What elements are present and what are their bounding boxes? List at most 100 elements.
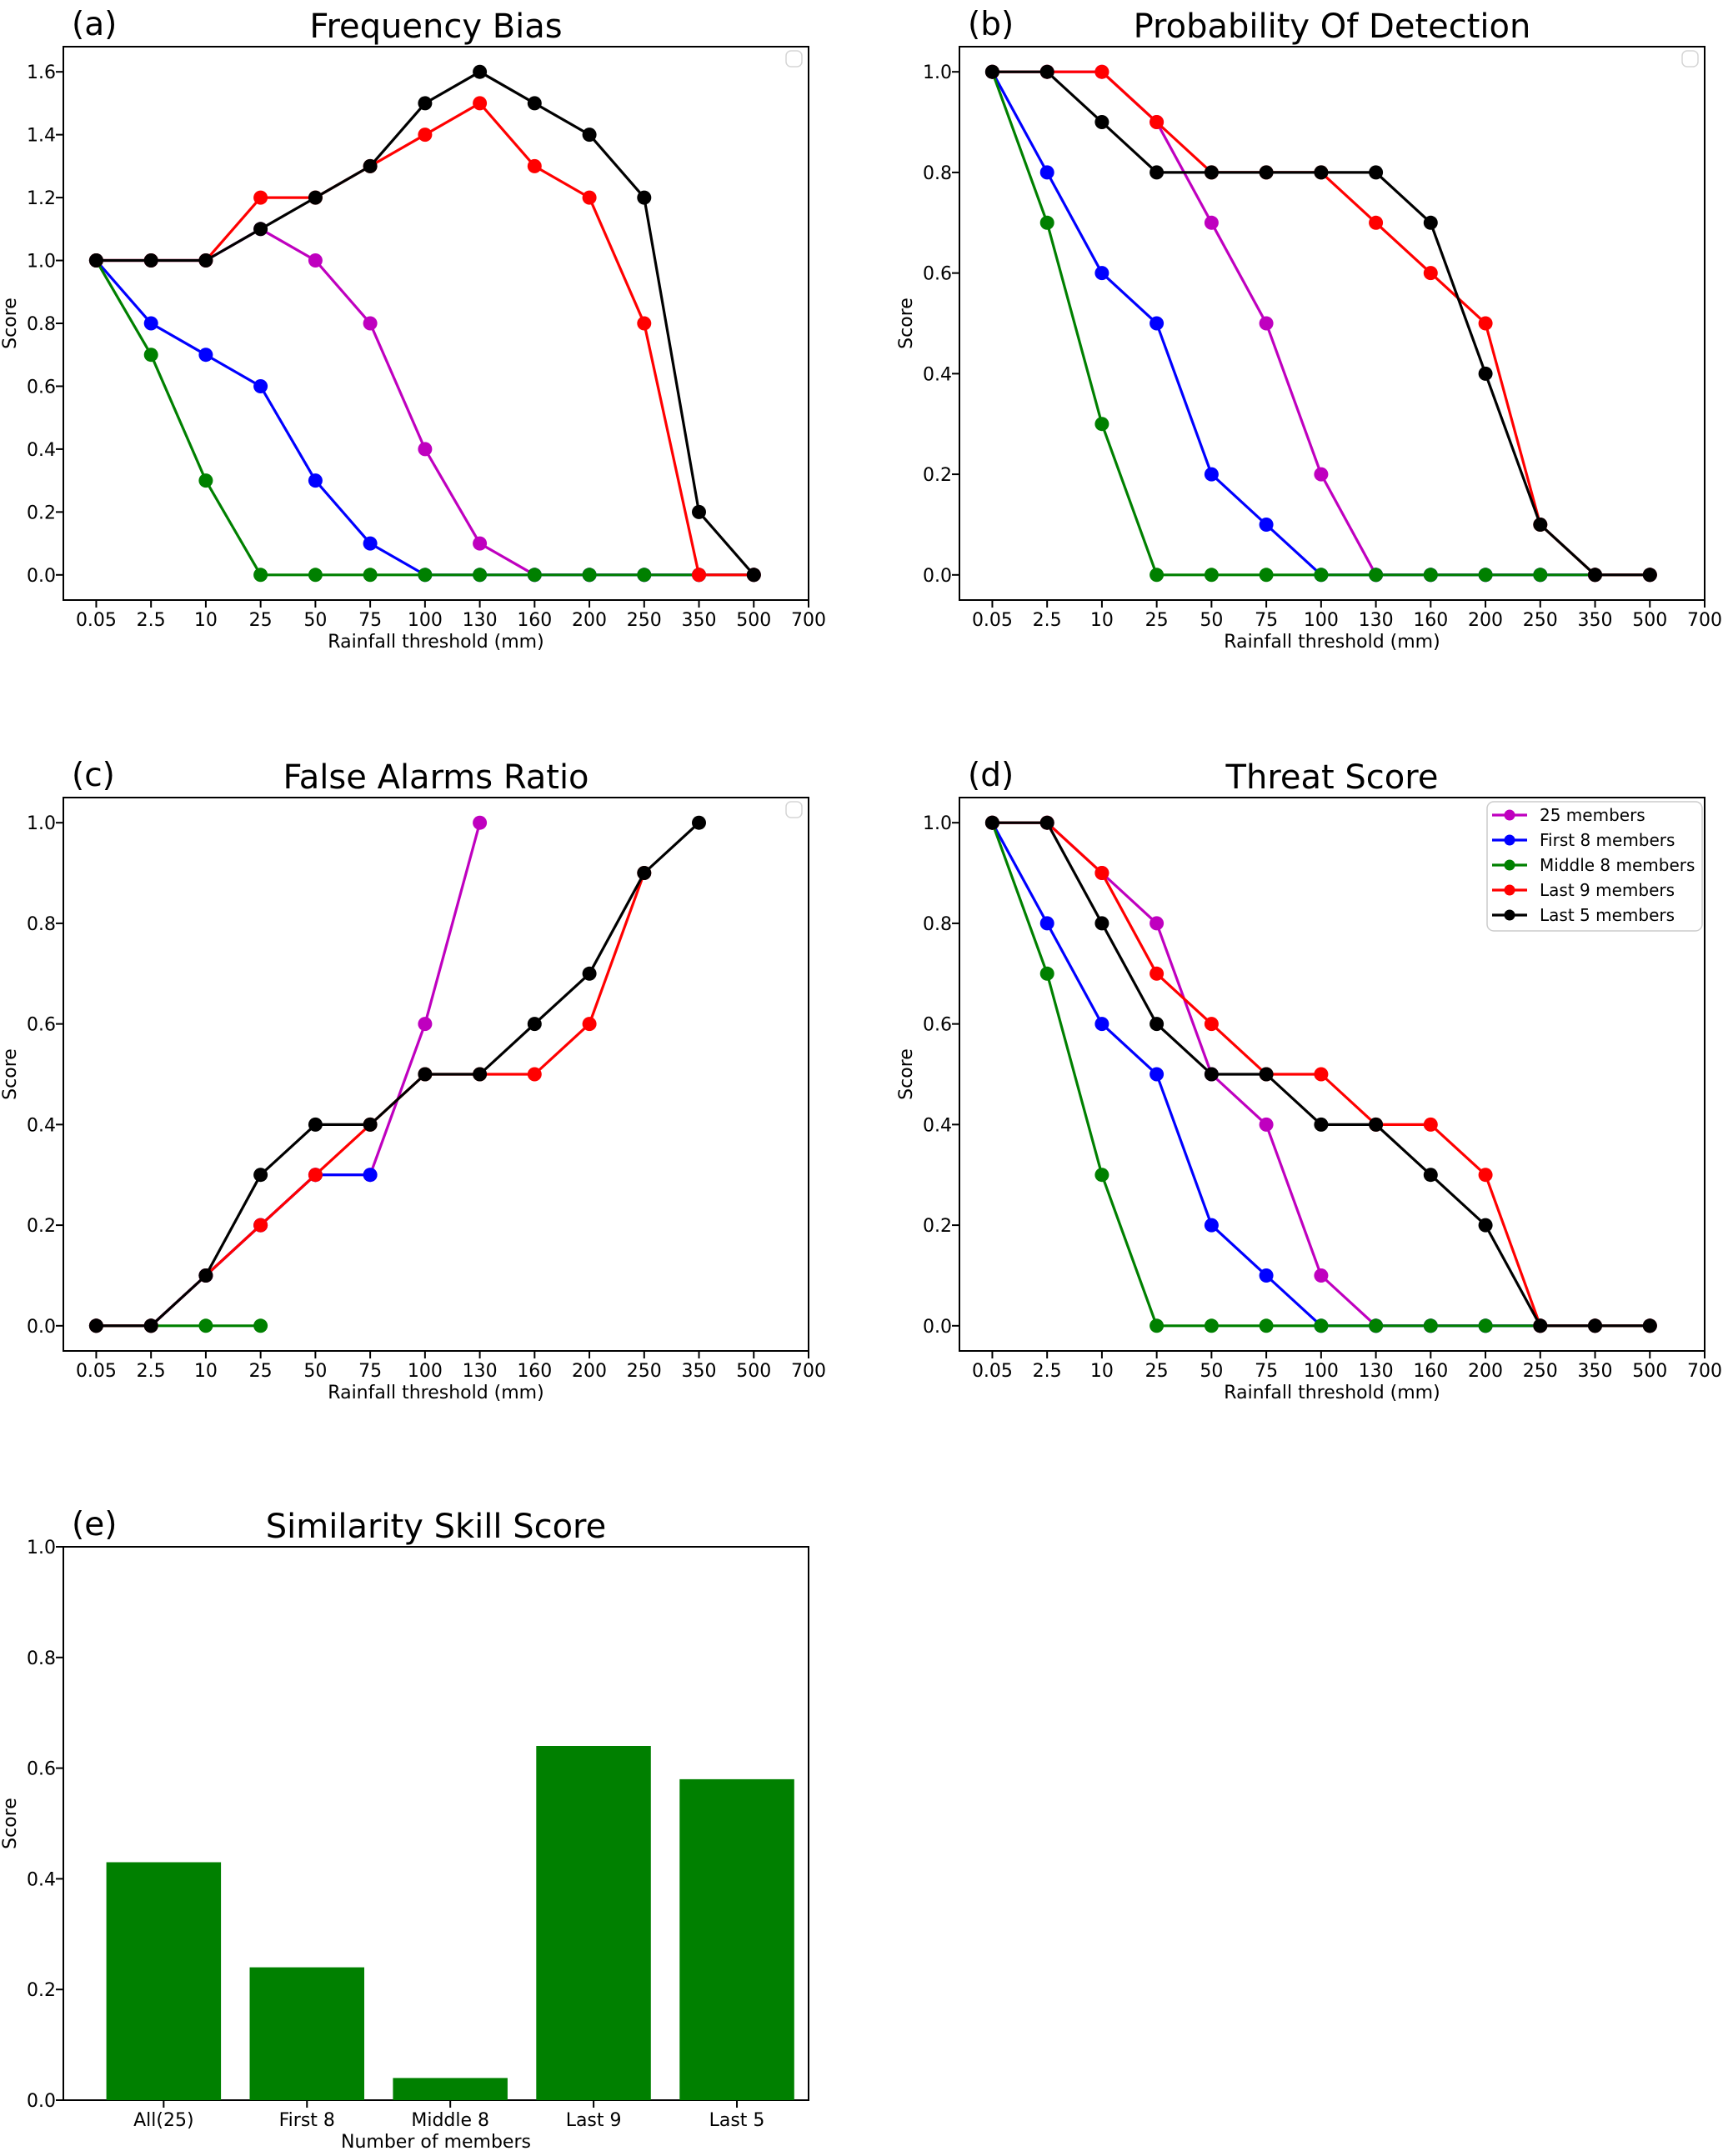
y-tick-label: 1.2	[27, 188, 56, 209]
y-tick-label: 0.0	[27, 2091, 56, 2112]
series-marker	[1150, 1017, 1165, 1032]
legend-marker-sample	[1504, 859, 1515, 871]
panel-c-ylabel: Score	[0, 1048, 21, 1100]
series-marker	[746, 568, 761, 583]
series-marker	[308, 568, 323, 583]
panel-d: 0.05 2.5 10 25 50 75 100 130 160 200 250 350 500 7000…	[896, 757, 1722, 1403]
x-tick-label: 350	[682, 1361, 717, 1382]
panel-c-axes-frame	[63, 797, 809, 1352]
x-tick-label: 700	[791, 1361, 826, 1382]
panel-c-series-4	[88, 815, 706, 1333]
y-tick-label: 1.0	[27, 1538, 56, 1558]
series-marker	[1259, 1117, 1274, 1132]
panel-e-y-axis: 0.0 0.2 0.4 0.6 0.8 1.0	[27, 1538, 63, 2112]
panel-b-axes-frame	[959, 46, 1705, 601]
series-marker	[1478, 1218, 1493, 1233]
y-tick-label: 0.4	[27, 440, 56, 461]
bar-Middle 8	[393, 2078, 508, 2100]
panel-a-ylabel: Score	[0, 298, 21, 349]
series-marker	[1259, 518, 1274, 532]
x-tick-label: 75	[1255, 1361, 1278, 1382]
panel-a-series-4	[88, 64, 761, 583]
series-marker	[1369, 1318, 1384, 1333]
series-marker	[363, 1168, 378, 1183]
panel-a-y-axis: 0.0 0.2 0.4 0.6 0.8 1.0 1.2 1.4 1.6	[27, 63, 63, 587]
series-marker	[1314, 568, 1329, 583]
series-marker	[253, 379, 268, 393]
panel-e-letter: (e)	[72, 1506, 117, 1543]
x-tick-label: 350	[682, 610, 717, 631]
series-marker	[1094, 866, 1109, 880]
x-tick-label: 160	[1413, 610, 1448, 631]
series-marker	[527, 1067, 542, 1082]
x-tick-label: 250	[627, 610, 662, 631]
panel-a: 0.05 2.5 10 25 50 75 100 130 160 200 250 350 500 7000…	[0, 6, 826, 653]
y-tick-label: 0.2	[27, 1980, 56, 2001]
x-tick-label: 250	[627, 1361, 662, 1382]
series-marker	[1314, 467, 1329, 482]
panel-b-series-4	[984, 64, 1657, 583]
x-tick-label: 50	[303, 1361, 327, 1382]
x-tick-label: 0.05	[76, 610, 117, 631]
series-marker	[418, 568, 433, 583]
y-tick-label: 0.2	[27, 1216, 56, 1237]
series-marker	[1094, 115, 1109, 129]
x-tick-label: 130	[463, 1361, 498, 1382]
panel-e-x-axis: All(25) First 8 Middle 8 Last 9 Last 5	[133, 2100, 764, 2131]
panel-c-title: False Alarms Ratio	[283, 758, 589, 797]
series-marker	[692, 815, 706, 830]
y-tick-label: 0.6	[27, 1759, 56, 1780]
series-marker	[253, 1218, 268, 1233]
series-marker	[582, 568, 597, 583]
y-tick-label: 0.0	[923, 566, 952, 587]
series-marker	[198, 253, 213, 268]
x-tick-label: 2.5	[137, 1361, 166, 1382]
series-marker	[582, 190, 597, 205]
series-marker	[198, 1318, 213, 1333]
series-marker	[253, 190, 268, 205]
series-marker	[1150, 966, 1165, 981]
legend-marker-sample	[1504, 809, 1515, 821]
series-marker	[1039, 966, 1054, 981]
panel-a-letter: (a)	[72, 6, 117, 43]
series-marker	[1094, 266, 1109, 281]
series-marker	[363, 536, 378, 551]
series-marker	[253, 1318, 268, 1333]
x-tick-label: Last 5	[709, 2110, 765, 2131]
series-marker	[1204, 467, 1219, 482]
series-marker	[1039, 916, 1054, 931]
x-tick-label: 200	[1468, 610, 1503, 631]
series-marker	[637, 866, 652, 880]
series-marker	[1533, 1318, 1548, 1333]
series-marker	[363, 568, 378, 583]
series-marker	[1478, 568, 1493, 583]
panel-d-ylabel: Score	[896, 1048, 917, 1100]
series-marker	[1150, 916, 1165, 931]
series-marker	[1094, 1017, 1109, 1032]
series-marker	[527, 96, 542, 111]
series-marker	[1094, 417, 1109, 432]
panel-a-x-axis: 0.05 2.5 10 25 50 75 100 130 160 200 250 350 500 700	[76, 600, 826, 631]
series-marker	[1533, 518, 1548, 532]
x-tick-label: 25	[249, 610, 273, 631]
panel-d-y-axis: 0.0 0.2 0.4 0.6 0.8 1.0	[923, 813, 959, 1338]
x-tick-label: All(25)	[133, 2110, 193, 2131]
series-marker	[143, 316, 158, 331]
series-marker	[473, 64, 488, 79]
panel-d-legend: 25 members First 8 members Middle 8 member…	[1486, 801, 1703, 932]
x-tick-label: 500	[1632, 1361, 1667, 1382]
x-tick-label: 25	[1145, 610, 1169, 631]
series-marker	[1259, 165, 1274, 180]
series-marker	[692, 568, 706, 583]
y-tick-label: 0.8	[27, 1648, 56, 1669]
y-tick-label: 0.6	[27, 377, 56, 398]
legend-entry-label: 25 members	[1540, 805, 1645, 825]
y-tick-label: 0.8	[923, 163, 952, 184]
y-tick-label: 0.6	[923, 264, 952, 285]
series-marker	[1150, 165, 1165, 180]
y-tick-label: 1.0	[27, 252, 56, 273]
y-tick-label: 0.2	[923, 465, 952, 486]
legend-entry-label: First 8 members	[1540, 830, 1675, 850]
series-marker	[1478, 1318, 1493, 1333]
